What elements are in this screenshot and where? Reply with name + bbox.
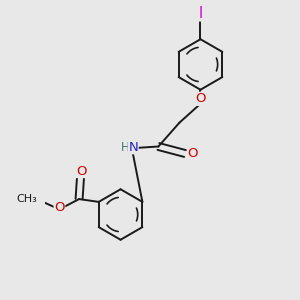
Text: O: O bbox=[195, 92, 206, 105]
Text: CH₃: CH₃ bbox=[16, 194, 37, 204]
Text: H: H bbox=[120, 141, 129, 154]
Text: O: O bbox=[54, 201, 65, 214]
Text: I: I bbox=[198, 6, 203, 21]
Text: O: O bbox=[188, 147, 198, 160]
Text: O: O bbox=[76, 164, 86, 178]
Text: N: N bbox=[128, 141, 138, 154]
